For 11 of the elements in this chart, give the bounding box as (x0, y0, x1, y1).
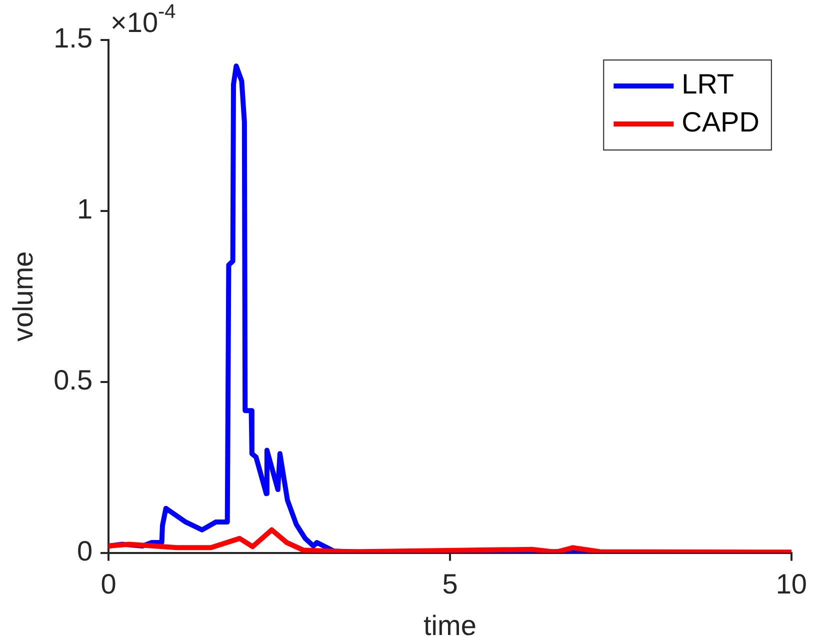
y-axis-title: volume (8, 251, 39, 342)
y-tick-label: 0 (76, 536, 93, 567)
legend-label: CAPD (682, 106, 760, 138)
x-tick-label: 10 (776, 568, 808, 600)
x-tick-label: 0 (100, 568, 116, 600)
x-tick-label: 5 (442, 568, 458, 600)
y-tick-label: 0.5 (54, 364, 93, 396)
x-axis-title: time (424, 610, 476, 641)
legend-label: LRT (682, 68, 734, 100)
y-tick-label: 1 (76, 194, 93, 225)
y-tick-label: 1.5 (54, 22, 93, 54)
